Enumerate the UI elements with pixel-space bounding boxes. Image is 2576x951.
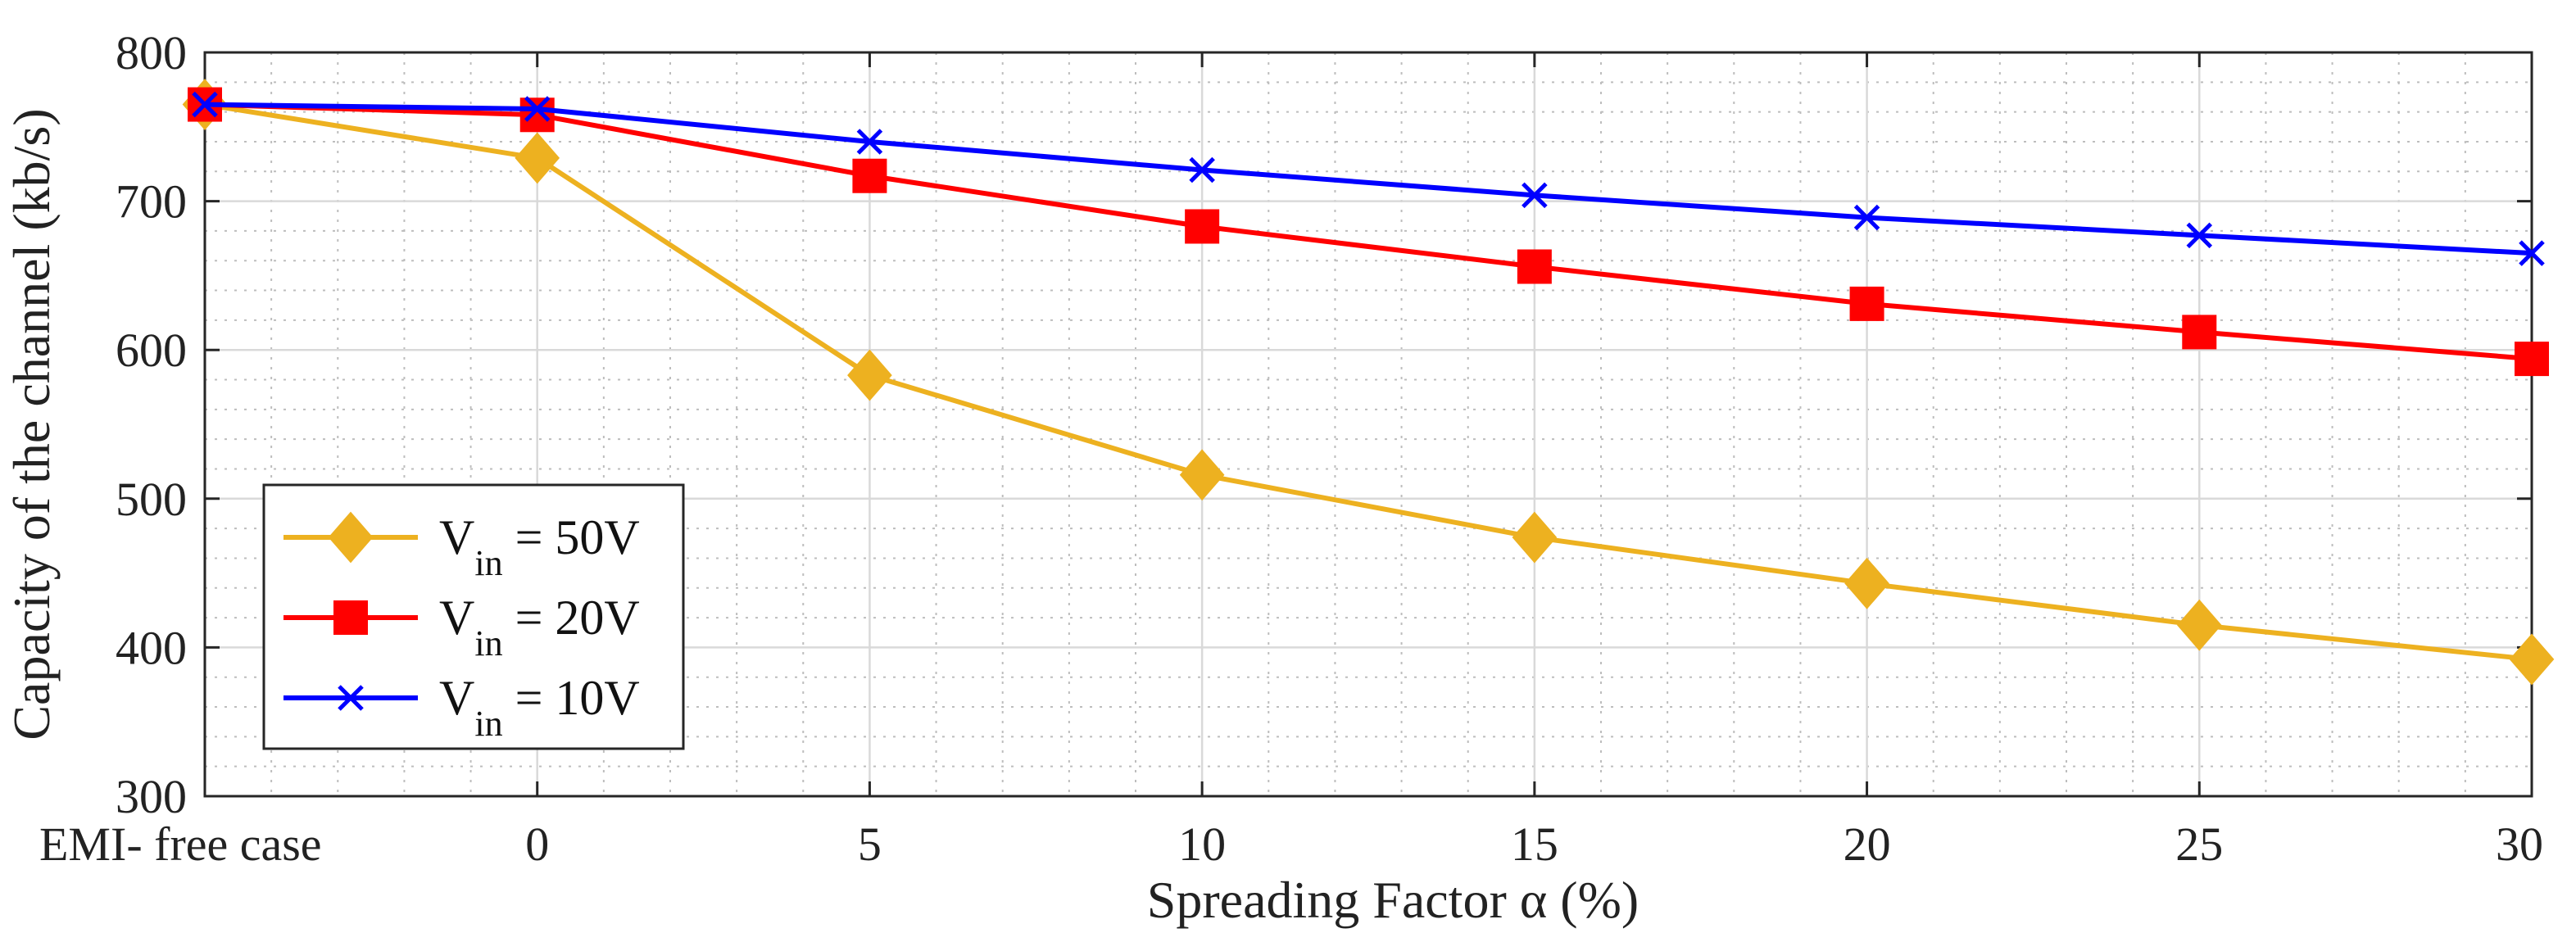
y-tick-label: 500 xyxy=(116,473,187,526)
diamond-marker xyxy=(1844,557,1889,609)
x-tick-label: 0 xyxy=(525,817,549,871)
x-tick-label: 25 xyxy=(2175,817,2223,871)
x-tick-label: 10 xyxy=(1178,817,1226,871)
square-marker xyxy=(1185,209,1220,244)
legend-label: Vin = 50V xyxy=(439,510,640,583)
series-1 xyxy=(182,79,2555,686)
square-marker xyxy=(519,97,555,133)
legend-item-2: Vin = 20V xyxy=(283,591,640,663)
square-marker xyxy=(1517,249,1552,284)
x-marker-stroke xyxy=(1189,156,1215,183)
x-marker-stroke xyxy=(856,129,883,155)
square-marker xyxy=(852,158,887,193)
x-tick-label: 30 xyxy=(2496,817,2543,871)
x-tick-label: EMI- free case xyxy=(39,817,322,871)
y-tick-label: 700 xyxy=(116,175,187,229)
y-axis-title: Capacity of the channel (kb/s) xyxy=(2,108,61,740)
x-marker-stroke xyxy=(524,96,551,122)
x-marker xyxy=(2186,222,2213,249)
x-marker xyxy=(524,96,551,122)
series-line xyxy=(204,102,2533,362)
diamond-marker xyxy=(515,132,560,184)
x-marker-stroke xyxy=(1853,204,1880,231)
series-layer xyxy=(182,79,2555,686)
x-marker-stroke xyxy=(192,91,218,118)
diamond-marker xyxy=(1179,449,1225,501)
plot-area-frame xyxy=(203,51,2533,798)
x-marker-stroke xyxy=(2186,222,2213,249)
x-tick-label: 15 xyxy=(1511,817,1558,871)
x-tick-label: 5 xyxy=(858,817,882,871)
y-tick-label: 300 xyxy=(116,770,187,823)
x-axis-title: Spreading Factor α (%) xyxy=(1147,871,1639,929)
square-marker xyxy=(1849,286,1884,321)
x-marker-stroke xyxy=(1522,182,1548,209)
y-tick-label: 600 xyxy=(116,324,187,377)
series-line xyxy=(204,102,2533,662)
x-marker xyxy=(1522,182,1548,209)
legend-label: Vin = 10V xyxy=(439,671,640,744)
diamond-marker xyxy=(2509,633,2555,686)
square-marker xyxy=(2182,315,2217,350)
legend-label: Vin = 20V xyxy=(439,591,640,663)
x-axis-tick-labels: EMI- free case 0 5 10 15 20 25 30 xyxy=(39,817,2543,871)
x-tick-label: 20 xyxy=(1844,817,1891,871)
x-marker-stroke xyxy=(2519,240,2545,266)
diamond-marker xyxy=(2176,599,2222,651)
x-marker xyxy=(856,129,883,155)
diamond-marker xyxy=(328,511,374,564)
series-line xyxy=(204,102,2533,256)
series-3 xyxy=(192,91,2545,266)
x-marker xyxy=(1853,204,1880,231)
square-marker xyxy=(2515,342,2549,377)
square-marker xyxy=(333,600,368,635)
x-marker xyxy=(1189,156,1215,183)
y-tick-label: 800 xyxy=(116,26,187,79)
x-marker xyxy=(2519,240,2545,266)
legend-item-1: Vin = 50V xyxy=(283,510,640,583)
y-tick-label: 400 xyxy=(116,621,187,674)
x-marker-stroke xyxy=(338,685,364,711)
legend-item-3: Vin = 10V xyxy=(283,671,640,744)
x-marker xyxy=(338,685,364,711)
diamond-marker xyxy=(1512,511,1558,564)
diamond-marker xyxy=(847,349,892,401)
x-marker xyxy=(192,91,218,118)
y-axis-tick-labels: 300 400 500 600 700 800 xyxy=(116,26,187,823)
legend: Vin = 50V Vin = 20V Vin = 10V xyxy=(262,483,685,750)
